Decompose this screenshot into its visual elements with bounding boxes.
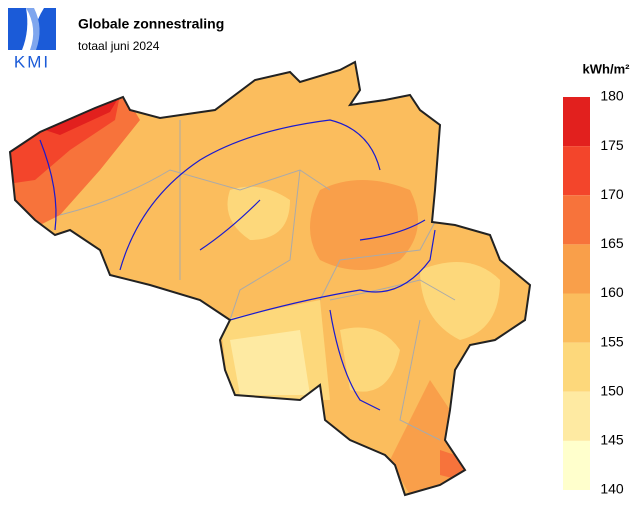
- legend-tick-label: 140: [600, 481, 624, 497]
- map: [10, 62, 530, 495]
- legend-swatch: [563, 195, 590, 245]
- provinces: [59, 120, 456, 441]
- legend-swatch: [563, 391, 590, 441]
- legend-tick-label: 145: [600, 432, 624, 448]
- legend-tick-label: 155: [600, 333, 624, 349]
- legend-tick-label: 180: [600, 88, 624, 104]
- legend-swatch: [563, 440, 590, 490]
- legend-tick-label: 175: [600, 137, 624, 153]
- legend: 180 175 170 165 160 155 150 145 140: [563, 88, 624, 497]
- logo: KMI: [8, 8, 56, 71]
- legend-swatch: [563, 244, 590, 294]
- legend-tick-label: 165: [600, 235, 624, 251]
- logo-text: KMI: [14, 52, 50, 71]
- legend-tick-label: 160: [600, 284, 624, 300]
- legend-unit: kWh/m²: [583, 61, 631, 76]
- legend-swatch: [563, 97, 590, 147]
- legend-swatch: [563, 293, 590, 343]
- title: Globale zonnestraling: [78, 16, 224, 32]
- legend-tick-label: 150: [600, 382, 624, 398]
- subtitle: totaal juni 2024: [78, 39, 160, 53]
- legend-swatch: [563, 146, 590, 196]
- legend-swatch: [563, 342, 590, 392]
- legend-tick-label: 170: [600, 186, 624, 202]
- rivers: [39, 119, 436, 411]
